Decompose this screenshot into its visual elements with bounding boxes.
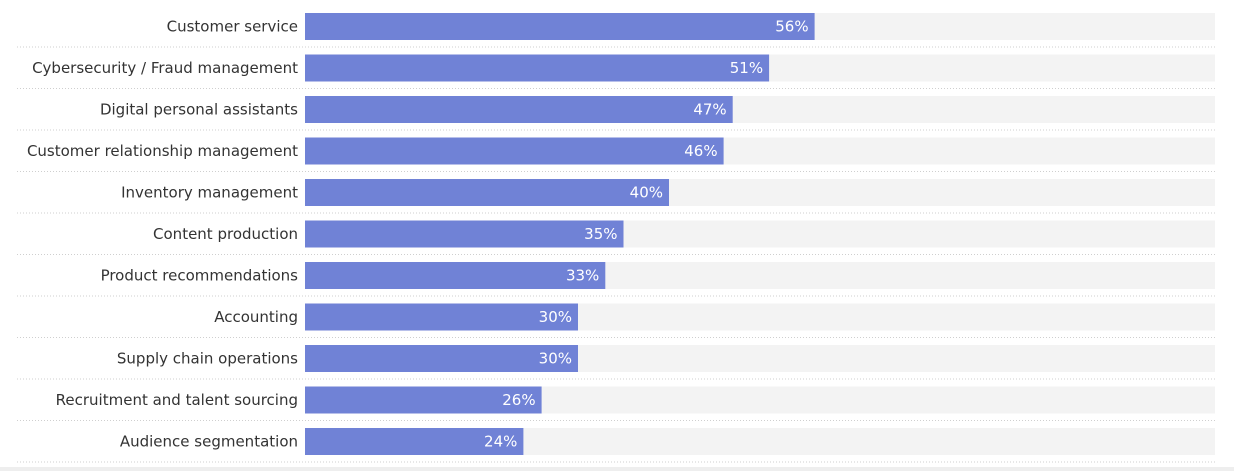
bar: [305, 96, 733, 123]
category-label: Content production: [153, 225, 298, 243]
value-label: 33%: [566, 267, 599, 285]
bar: [305, 262, 606, 289]
category-label: Digital personal assistants: [100, 101, 298, 119]
value-label: 26%: [502, 391, 535, 409]
value-label: 30%: [539, 350, 572, 368]
value-label: 47%: [693, 101, 726, 119]
category-label: Inventory management: [121, 184, 298, 202]
bar-row: Customer service 56%: [17, 13, 1215, 48]
bar-row: Audience segmentation 24%: [17, 428, 1215, 463]
category-label: Accounting: [214, 308, 298, 326]
category-label: Customer relationship management: [27, 142, 298, 160]
bar-row: Recruitment and talent sourcing 26%: [17, 386, 1215, 421]
bar: [305, 137, 724, 165]
bar: [305, 303, 578, 331]
bar: [305, 179, 669, 206]
value-label: 30%: [539, 308, 572, 326]
bar-row: Content production 35%: [17, 220, 1215, 255]
category-label: Cybersecurity / Fraud management: [32, 59, 298, 77]
bar-row: Customer relationship management 46%: [17, 137, 1215, 172]
bar-row: Digital personal assistants 47%: [17, 96, 1215, 131]
category-label: Product recommendations: [101, 267, 299, 285]
bar: [305, 345, 578, 372]
bar: [305, 428, 524, 455]
value-label: 56%: [775, 18, 808, 36]
value-label: 51%: [730, 59, 763, 77]
bar-row: Supply chain operations 30%: [17, 345, 1215, 380]
value-label: 40%: [630, 184, 663, 202]
value-label: 24%: [484, 433, 517, 451]
value-label: 35%: [584, 225, 617, 243]
bar: [305, 54, 770, 82]
value-label: 46%: [684, 142, 717, 160]
bar: [305, 220, 624, 248]
bar-row: Accounting 30%: [17, 303, 1215, 338]
bar-row: Cybersecurity / Fraud management 51%: [17, 54, 1215, 89]
bar: [305, 13, 815, 40]
category-label: Customer service: [167, 18, 298, 36]
bar-row: Product recommendations 33%: [17, 262, 1215, 297]
bottom-strip: [0, 467, 1234, 471]
category-label: Audience segmentation: [120, 433, 298, 451]
bar-row: Inventory management 40%: [17, 179, 1215, 214]
category-label: Supply chain operations: [117, 350, 298, 368]
category-label: Recruitment and talent sourcing: [56, 391, 298, 409]
bar: [305, 386, 542, 414]
